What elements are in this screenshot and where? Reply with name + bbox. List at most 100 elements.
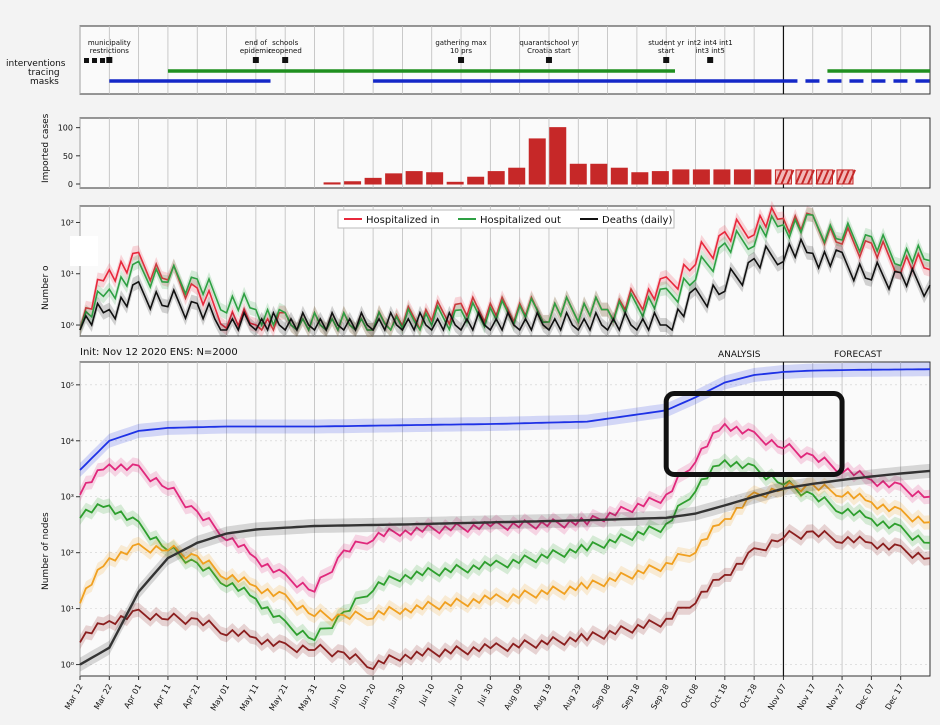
imported-bar [323,182,341,185]
imported-bar [713,169,731,185]
legend-hospitalized-in: Hospitalized in [366,215,440,226]
recovered-line-band [80,475,930,628]
x-tick-label: Oct 18 [708,683,729,711]
imported-bar-hatch [827,169,836,185]
y-tick-label: 0 [68,180,73,189]
y-tick-label: 10¹ [61,270,74,279]
x-tick-label: Sep 28 [649,683,671,712]
x-tick-label: Jul 20 [446,683,465,708]
x-tick-label: Nov 07 [766,683,788,712]
y-tick-label: 10² [61,218,74,227]
ylabel-mask [70,236,98,266]
icu-line [79,529,931,671]
intervention-label: Croatia start [527,47,571,55]
imported-bar [692,169,710,185]
legend-deaths: Deaths (daily) [602,215,672,226]
intervention-label: epidemic [240,47,272,55]
imported-bar-hatch [836,169,844,185]
x-tick-label: Sep 18 [620,683,642,712]
intervention-marker [84,58,89,63]
imported-bar-hatch [774,169,783,185]
x-tick-label: Mar 22 [92,683,114,712]
deaths-daily-line-band [80,232,930,337]
imported-bar-hatch [821,169,830,185]
x-tick-label: May 31 [297,683,319,713]
intervention-marker [92,58,97,63]
imported-bar-hatch [801,169,809,185]
timeline-row-masks: masks [30,77,59,87]
y-tick-label: 10⁰ [61,661,74,670]
timeline-row-tracing: tracing [28,68,60,78]
y-tick-label: 10⁵ [61,381,74,390]
hospitalized-out-line [79,213,931,333]
imported-bar [733,169,751,185]
x-tick-label: Aug 19 [532,683,554,712]
imported-bar [364,177,382,185]
intervention-marker [663,57,670,63]
x-tick-label: Jul 30 [476,683,495,708]
x-tick-label: Jun 20 [357,683,378,710]
intervention-label: 10 prs [450,47,472,55]
intervention-label: schools [272,39,298,47]
imported-bar [672,169,690,185]
y-tick-label: 10⁴ [61,437,74,446]
x-tick-label: Apr 21 [181,683,202,711]
intervention-label: start [658,47,675,55]
imported-bar [344,181,362,185]
x-tick-label: Dec 17 [884,683,906,712]
imported-bar [590,163,608,185]
intervention-marker [282,57,289,63]
imported-bar [528,138,546,185]
imported-bar [405,171,423,185]
x-tick-label: Nov 17 [796,683,818,712]
hospitalized-out-line-band [80,207,930,337]
imported-bar [754,169,772,185]
x-tick-label: Apr 01 [122,683,143,711]
x-tick-label: Jun 10 [328,683,349,710]
hospitalized-line [79,458,931,642]
legend-hospitalized-out: Hospitalized out [480,215,561,226]
x-tick-label: May 11 [238,683,260,713]
intervention-marker [458,57,465,63]
imported-bar-hatch [807,169,815,185]
x-tick-label: Sep 08 [591,683,613,712]
x-tick-label: May 21 [267,683,289,713]
x-tick-label: Apr 11 [152,683,173,711]
y-tick-label: 100 [58,124,73,133]
x-tick-label: May 01 [209,683,231,713]
x-tick-label: Mar 12 [63,683,85,712]
y-tick-label: 10⁰ [61,321,74,330]
x-tick-label: Oct 08 [679,683,700,711]
y-tick-label: 50 [63,152,73,161]
imported-bar [385,173,403,185]
imported-bar [508,167,526,185]
x-tick-label: Oct 28 [738,683,759,711]
imported-bar-hatch [780,169,789,185]
x-tick-label: Aug 09 [502,683,524,712]
timeline-row-interventions: interventions [6,59,66,69]
imported-bar [467,176,485,185]
init-title: Init: Nov 12 2020 ENS: N=2000 [80,347,238,358]
intervention-label: int3 int5 [695,47,724,55]
hospitalized-ylabel: Number o [41,265,51,310]
intervention-label: municipality [88,39,131,47]
imported-bar-hatch [786,169,795,185]
y-tick-label: 10² [61,549,74,558]
intervention-label: end of [245,39,268,47]
x-tick-label: Nov 27 [825,683,847,712]
intervention-label: student yr [648,39,684,47]
intervention-marker [100,58,105,63]
deaths-cumulative-line [79,469,931,666]
intervention-marker [252,57,259,63]
intervention-marker [106,57,113,63]
x-tick-label: Jun 30 [386,683,407,710]
intervention-label: reopened [269,47,302,55]
forecast-label: FORECAST [834,350,882,360]
infected-line [79,422,931,593]
hospitalized-in-line-band [80,200,930,337]
imported-bar [446,181,464,185]
x-tick-label: Jul 10 [417,683,436,708]
imported-bar [549,127,567,185]
nodes-ylabel: Number of nodes [41,512,51,590]
